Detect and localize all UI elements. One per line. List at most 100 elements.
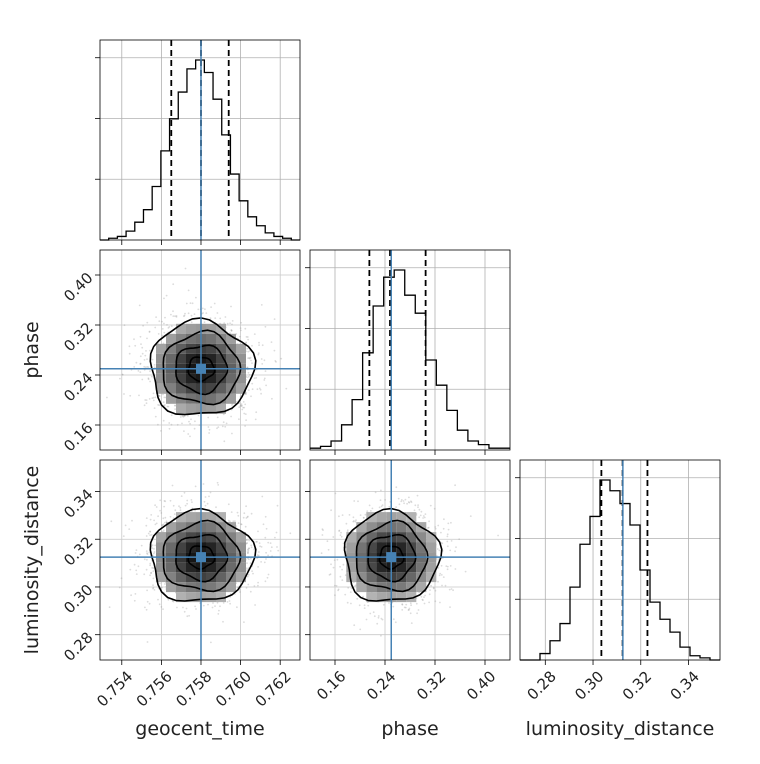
sample-point (276, 504, 279, 507)
sample-point (248, 374, 251, 376)
sample-point (354, 520, 357, 523)
sample-point (260, 358, 263, 360)
density-cell (166, 343, 176, 354)
x-tick-label: 0.756 (133, 667, 176, 710)
sample-point (469, 515, 472, 517)
sample-point (218, 609, 220, 612)
sample-point (137, 370, 140, 372)
sample-point (264, 580, 267, 583)
sample-point (216, 312, 219, 314)
sample-point (243, 512, 246, 515)
sample-point (204, 496, 207, 498)
sample-point (147, 377, 150, 380)
density-cell (346, 532, 357, 543)
sample-point (209, 491, 212, 494)
sample-point (245, 567, 248, 570)
sample-point (450, 521, 452, 524)
sample-point (170, 414, 173, 417)
sample-point (280, 357, 283, 360)
density-cell (366, 572, 377, 583)
sample-point (151, 375, 153, 378)
sample-point (172, 283, 175, 286)
sample-point (257, 530, 259, 533)
sample-point (423, 516, 426, 519)
density-cell (226, 532, 236, 543)
sample-point (216, 601, 219, 604)
sample-point (194, 485, 197, 488)
sample-point (167, 598, 170, 601)
sample-point (164, 521, 166, 524)
density-cell (176, 403, 186, 414)
sample-point (377, 616, 380, 619)
sample-point (416, 494, 419, 497)
sample-point (334, 584, 336, 587)
density-cell (396, 522, 407, 533)
sample-point (269, 550, 272, 552)
sample-point (139, 335, 142, 338)
sample-point (145, 550, 148, 552)
density-cell (376, 542, 387, 553)
sample-point (201, 307, 204, 310)
sample-point (133, 599, 136, 602)
sample-point (244, 327, 247, 330)
sample-point (238, 335, 241, 338)
density-cell (216, 542, 226, 553)
sample-point (189, 435, 191, 438)
sample-point (106, 396, 108, 399)
sample-point (344, 574, 347, 577)
sample-point (440, 574, 443, 576)
sample-point (269, 542, 272, 544)
sample-point (164, 500, 167, 503)
sample-point (439, 572, 442, 575)
sample-point (145, 517, 148, 519)
sample-point (143, 573, 146, 576)
sample-point (227, 503, 230, 506)
sample-point (252, 572, 254, 575)
sample-point (244, 413, 247, 415)
sample-point (401, 603, 404, 606)
sample-point (161, 328, 164, 330)
sample-point (222, 620, 224, 623)
sample-point (362, 517, 365, 519)
density-cell (166, 393, 176, 404)
sample-point (264, 536, 267, 539)
sample-point (197, 414, 200, 417)
sample-point (355, 519, 357, 522)
panel-frame (309, 249, 511, 451)
sample-point (446, 568, 449, 571)
sample-point (262, 523, 265, 526)
density-cell (236, 353, 246, 364)
x-tick-label: 0.34 (667, 667, 703, 703)
sample-point (257, 581, 259, 584)
sample-point (216, 416, 219, 419)
sample-point (248, 350, 251, 352)
sample-point (150, 534, 153, 536)
sample-point (118, 586, 121, 589)
sample-point (237, 514, 240, 517)
sample-point (263, 561, 266, 564)
density-cell (226, 562, 236, 573)
sample-point (183, 315, 185, 318)
sample-point (174, 404, 177, 407)
sample-point (159, 499, 162, 502)
sample-point (407, 501, 410, 503)
density-cell (396, 572, 407, 583)
sample-point (237, 522, 240, 524)
sample-point (152, 577, 155, 580)
sample-point (161, 524, 164, 526)
sample-point (414, 504, 417, 507)
sample-point (246, 562, 248, 564)
sample-point (432, 586, 435, 589)
sample-point (147, 532, 150, 535)
density-cell (156, 542, 166, 553)
sample-point (238, 418, 240, 421)
y-tick-label: 0.16 (60, 419, 96, 455)
sample-point (245, 505, 248, 508)
sample-point (346, 530, 349, 533)
sample-point (149, 530, 152, 533)
sample-point (260, 304, 263, 306)
sample-point (194, 605, 197, 608)
sample-point (345, 522, 348, 525)
sample-point (159, 509, 162, 512)
sample-point (437, 558, 440, 561)
